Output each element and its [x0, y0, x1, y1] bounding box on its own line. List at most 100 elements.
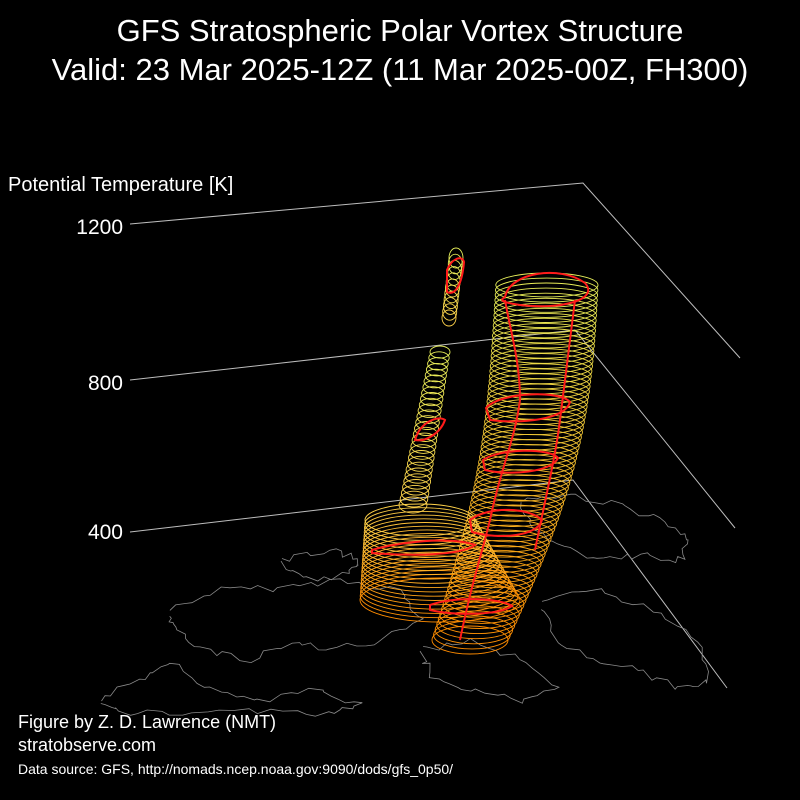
contour-5	[429, 598, 514, 615]
z-tick-800: 800	[87, 372, 123, 395]
top-fragment-ring	[448, 247, 464, 269]
lower-skirt-ring	[362, 536, 496, 576]
website-link[interactable]: stratobserve.com	[18, 735, 157, 755]
mid-fragment-ring	[417, 403, 442, 419]
lower-skirt-ring	[363, 514, 483, 550]
lower-skirt-ring	[364, 507, 478, 541]
main-vortex-column-ring	[484, 403, 586, 431]
contour-1	[484, 393, 572, 423]
main-vortex-column-ring	[456, 544, 544, 573]
z-axis-label: Potential Temperature [K]	[8, 174, 234, 196]
main-vortex-column-ring	[451, 560, 538, 589]
main-vortex-column-ring	[461, 524, 552, 553]
main-vortex-column-ring	[492, 317, 596, 344]
main-vortex-column-ring	[464, 514, 556, 543]
mid-fragment-ring	[398, 496, 428, 514]
main-vortex-column-ring	[482, 418, 583, 446]
coastline-1	[100, 662, 363, 717]
main-vortex-column-ring	[472, 479, 568, 507]
lower-skirt-ring	[361, 555, 507, 597]
grid-line-400	[129, 479, 728, 689]
mid-fragment-ring	[414, 421, 439, 436]
coastline-5	[280, 548, 359, 582]
contour-2	[481, 449, 560, 474]
main-vortex-column-ring	[487, 378, 590, 405]
main-vortex-column-ring	[487, 383, 590, 410]
main-vortex-column-ring	[431, 625, 509, 655]
main-vortex-column-ring	[433, 620, 511, 650]
chart-subtitle: Valid: 23 Mar 2025-12Z (11 Mar 2025-00Z,…	[51, 52, 749, 87]
main-vortex-column-ring	[488, 368, 592, 395]
z-tick-1200: 1200	[76, 216, 123, 239]
mid-fragment-ring	[406, 455, 434, 472]
main-vortex-column-ring	[489, 358, 593, 385]
main-vortex-column-ring	[494, 292, 598, 318]
coastline-2	[520, 493, 689, 564]
main-vortex-column-ring	[492, 322, 596, 349]
main-vortex-column-ring	[473, 474, 569, 502]
lower-skirt-ring	[360, 559, 510, 601]
chart-title: GFS Stratospheric Polar Vortex Structure	[116, 13, 684, 48]
top-fragment-ring	[441, 309, 457, 327]
mid-fragment-ring	[429, 345, 451, 359]
lower-skirt-ring	[363, 518, 485, 554]
main-vortex-column-ring	[493, 307, 597, 334]
main-vortex-column-ring	[493, 302, 597, 329]
coastline-0	[168, 578, 425, 664]
main-vortex-column-ring	[493, 297, 598, 323]
lower-skirt-ring	[359, 577, 521, 623]
main-vortex-column-ring	[490, 348, 594, 374]
top-fragment	[441, 247, 464, 327]
mid-fragment-ring	[422, 380, 446, 395]
lower-skirt-ring	[361, 551, 505, 593]
lower-skirt	[359, 503, 521, 623]
main-vortex-column-ring	[492, 312, 597, 339]
coastline-4	[419, 638, 560, 704]
mid-fragment-ring	[408, 450, 435, 466]
main-vortex-column-ring	[470, 489, 565, 517]
contour-4	[371, 539, 478, 556]
lower-skirt-ring	[364, 503, 476, 537]
lower-skirt-ring	[363, 525, 489, 563]
main-vortex-column-ring	[460, 529, 550, 558]
lower-skirt-ring	[362, 533, 494, 571]
mid-fragment-ring	[418, 397, 443, 413]
main-vortex-column-ring	[474, 469, 571, 497]
z-tick-400: 400	[87, 521, 123, 544]
grid-line-1200	[129, 182, 741, 359]
mid-fragment-ring	[416, 409, 441, 424]
mid-fragment-ring	[403, 473, 432, 490]
main-vortex-column-ring	[483, 413, 584, 441]
main-vortex-column-ring	[489, 353, 593, 380]
top-fragment-ring	[443, 290, 459, 310]
mid-fragment-ring	[411, 432, 438, 448]
mid-fragment-ring	[423, 374, 447, 389]
top-fragment-ring	[442, 297, 458, 315]
mid-fragment-ring	[400, 484, 430, 502]
lower-skirt-ring	[360, 562, 512, 606]
mid-fragment-ring	[428, 351, 450, 365]
mid-fragment	[398, 345, 451, 514]
main-vortex-column-ring	[475, 464, 572, 492]
main-vortex-column-ring	[495, 277, 599, 303]
main-vortex-column-ring	[489, 363, 592, 390]
main-vortex-column-ring	[490, 343, 594, 369]
mid-fragment-ring	[421, 386, 445, 401]
mid-fragment-ring	[424, 368, 447, 383]
main-vortex-column-ring	[486, 388, 589, 415]
figure-credit: Figure by Z. D. Lawrence (NMT)	[18, 712, 277, 732]
top-fragment-ring	[442, 303, 458, 321]
mid-fragment-ring	[404, 467, 432, 484]
data-source-note: Data source: GFS, http://nomads.ncep.noa…	[18, 761, 454, 777]
mid-fragment-ring	[402, 479, 431, 496]
main-vortex-column-ring	[491, 338, 595, 364]
main-vortex-column-ring	[476, 459, 574, 487]
main-vortex-column-ring	[486, 393, 588, 420]
contour-9	[534, 299, 576, 551]
vortex-isosurface	[359, 247, 599, 655]
lower-skirt-ring	[362, 529, 492, 567]
contour-8	[459, 299, 522, 641]
main-vortex-column-ring	[494, 287, 598, 313]
mid-fragment-ring	[399, 490, 429, 508]
lower-skirt-ring	[363, 522, 487, 558]
